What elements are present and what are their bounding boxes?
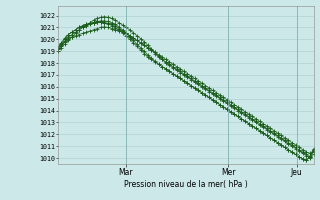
X-axis label: Pression niveau de la mer( hPa ): Pression niveau de la mer( hPa ) <box>124 180 247 189</box>
